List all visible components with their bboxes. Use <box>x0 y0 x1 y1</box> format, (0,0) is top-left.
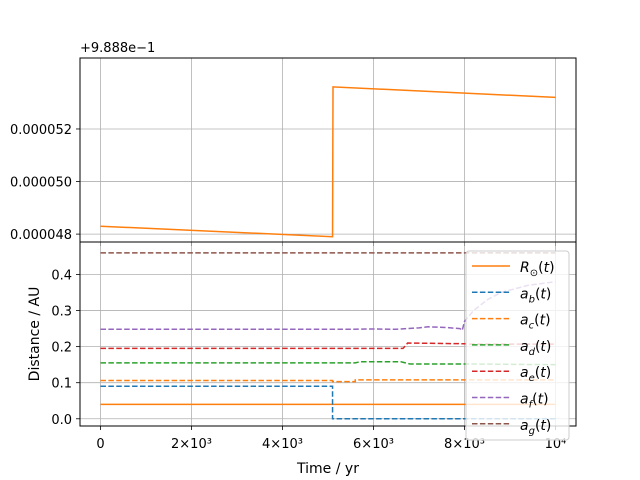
bottom-y-tick-label: 0.2 <box>51 341 72 356</box>
bottom-axes-frame <box>79 241 577 427</box>
top-y-tick-label: 0.000048 <box>10 228 72 243</box>
legend-label-a_g: ag(t) <box>520 418 551 437</box>
bottom-y-tick-label: 0.3 <box>51 305 72 320</box>
x-axis-label: Time / yr <box>296 461 359 477</box>
legend: R⊙(t) ab(t) ac(t) ad(t) ae(t) af(t) ag(t) <box>465 250 570 441</box>
legend-items: R⊙(t) ab(t) ac(t) ad(t) ae(t) af(t) ag(t) <box>472 260 555 437</box>
top-ticks: 0.000048 0.000050 0.000052 <box>10 123 556 246</box>
legend-label-a_c: ac(t) <box>520 313 551 332</box>
x-tick-label: 8×10³ <box>444 437 485 452</box>
x-tick-label: 10⁴ <box>545 437 567 452</box>
x-tick-label: 2×10³ <box>171 437 212 452</box>
x-tick-label: 6×10³ <box>353 437 394 452</box>
x-tick-label: 4×10³ <box>262 437 303 452</box>
top-y-tick-label: 0.000050 <box>10 176 72 191</box>
x-tick-label: 0 <box>96 437 104 452</box>
bottom-series-a_c <box>100 379 556 383</box>
bottom-series-a_b <box>100 385 556 420</box>
top-series-R_sun <box>100 86 556 238</box>
y-axis-label: Distance / AU <box>27 287 43 382</box>
top-offset-label: +9.888e−1 <box>80 41 155 56</box>
top-grid <box>80 58 576 242</box>
legend-box <box>465 250 570 441</box>
legend-label-a_e: ae(t) <box>520 365 551 384</box>
bottom-series-a_f <box>100 280 556 332</box>
legend-label-a_b: ab(t) <box>520 286 551 305</box>
legend-label-a_d: ad(t) <box>520 339 551 358</box>
bottom-y-tick-label: 0.1 <box>51 377 72 392</box>
top-axes: 0.000048 0.000050 0.000052 +9.888e−1 <box>10 41 577 246</box>
legend-label-a_f: af(t) <box>520 392 549 411</box>
bottom-series-a_d <box>100 361 556 366</box>
top-y-tick-label: 0.000052 <box>10 123 72 138</box>
legend-label-R_sun: R⊙(t) <box>520 260 555 279</box>
bottom-ticks: 0 2×10³ 4×10³ 6×10³ 8×10³ 10⁴ 0.0 0.1 0.2 0.3 0.4 <box>51 268 566 452</box>
top-series-group <box>100 86 556 238</box>
bottom-y-tick-label: 0.4 <box>51 268 72 283</box>
bottom-y-tick-label: 0.0 <box>51 413 72 428</box>
